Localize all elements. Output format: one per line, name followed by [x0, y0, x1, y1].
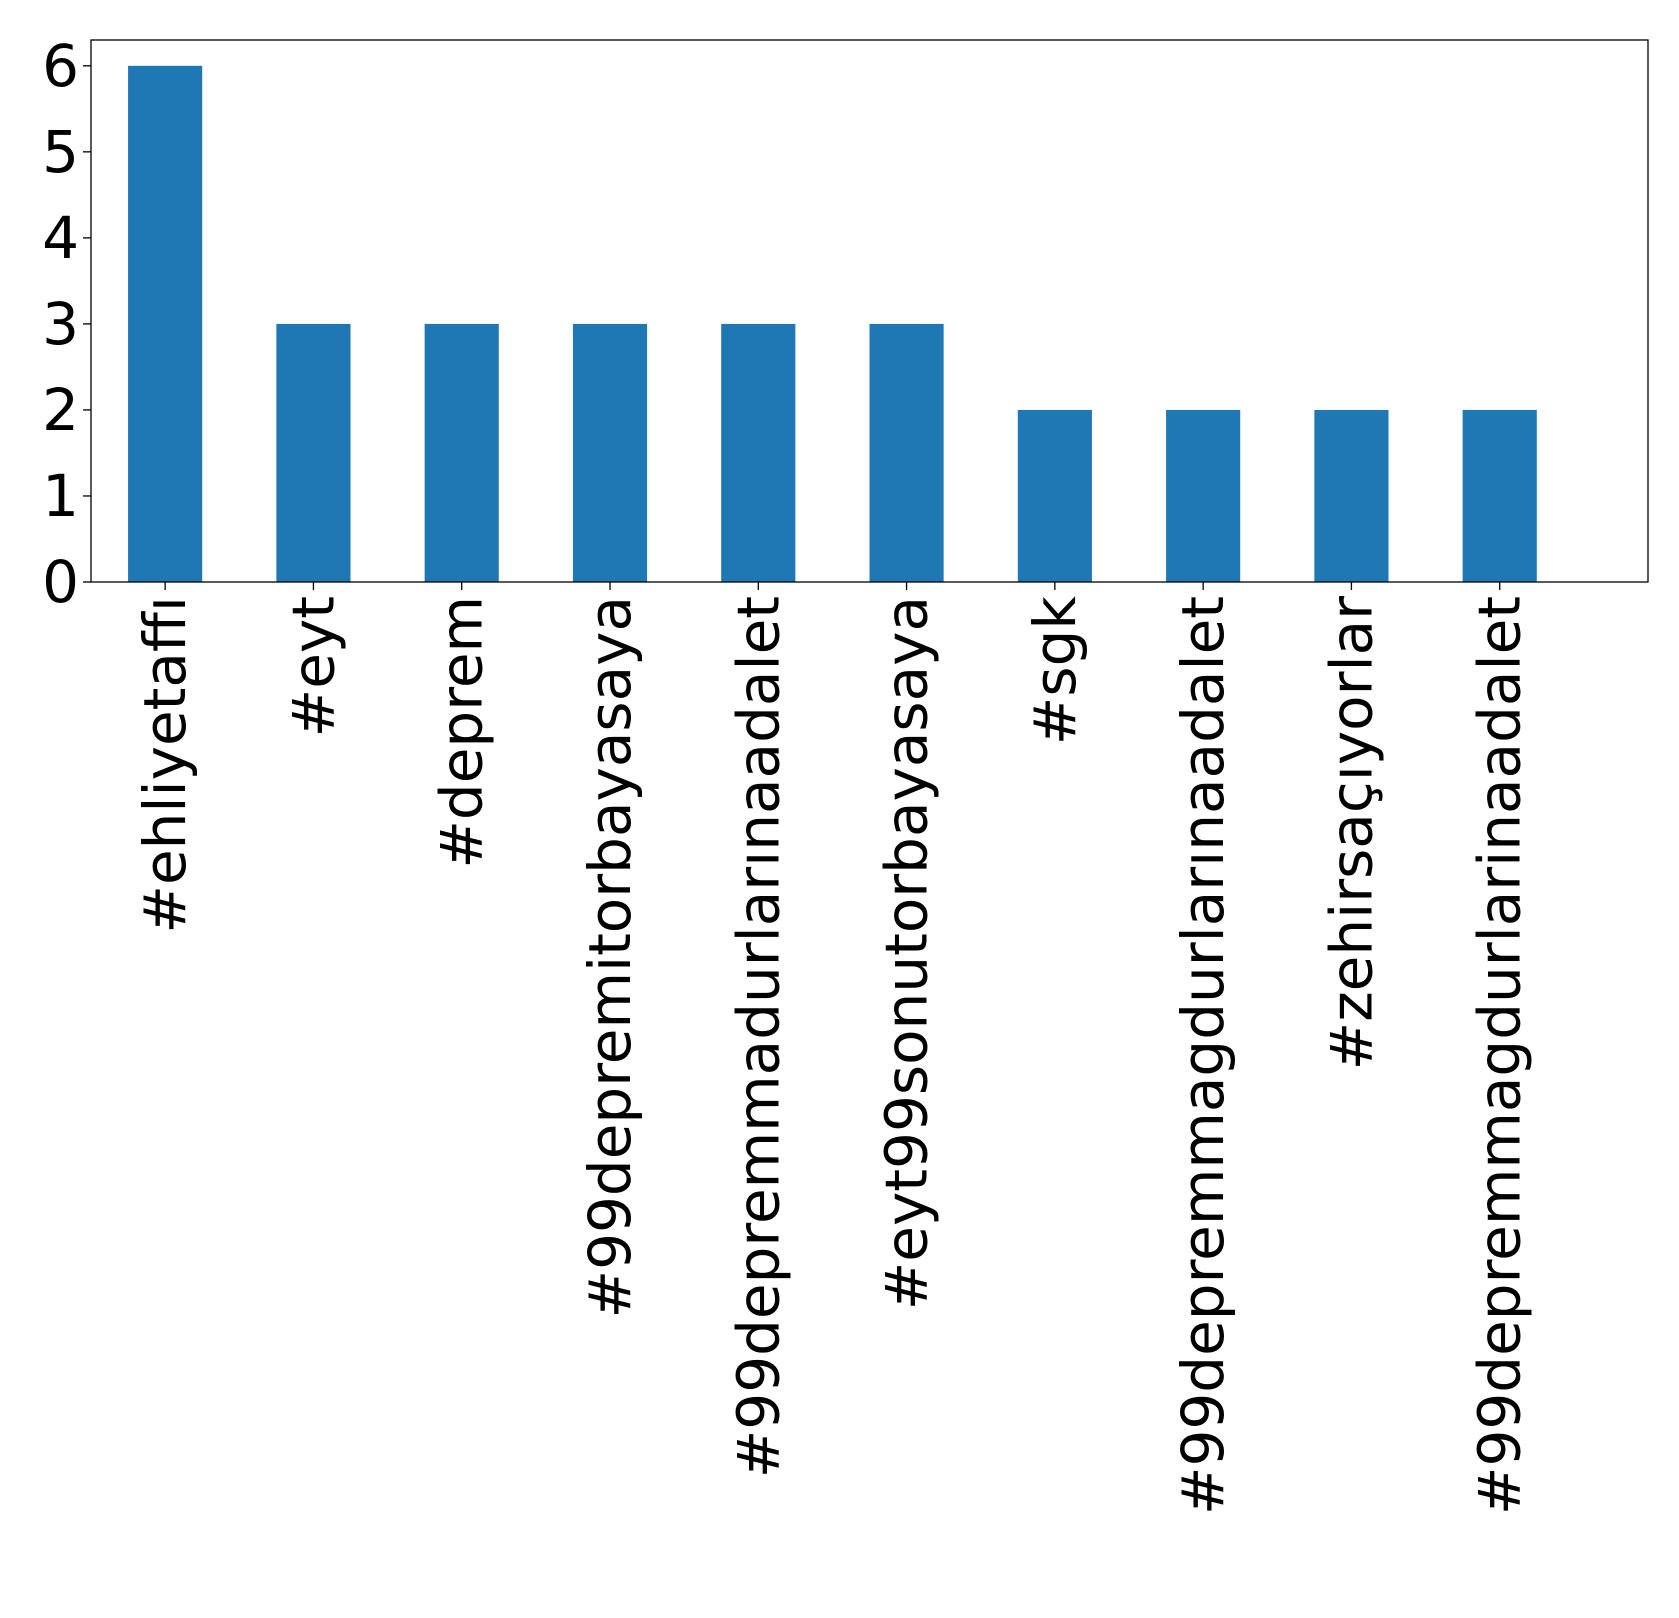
x-tick-label-5: #eyt99sonutorbayasaya	[873, 596, 941, 1310]
bar-9	[1462, 409, 1537, 582]
x-tick-label-6: #sgk	[1021, 596, 1089, 746]
x-axis: #ehliyetaffı #eyt #deprem #99depremitorbaya…	[131, 582, 1534, 1515]
y-axis: 0 1 2 3 4 5 6	[42, 32, 91, 616]
x-tick-label-3: #99depremitorbayasaya	[576, 596, 644, 1319]
x-tick-label-2: #deprem	[428, 596, 496, 869]
x-tick-label-4: #99depremmadurlarınaadalet	[724, 596, 792, 1478]
bar-1	[276, 323, 351, 582]
y-tick-label-3: 3	[42, 290, 79, 358]
x-tick-label-8: #zehirsaçıyorlar	[1317, 596, 1385, 1071]
bar-0	[128, 65, 203, 583]
bar-7	[1166, 409, 1241, 582]
bars-group	[128, 65, 1537, 583]
x-tick-label-0: #ehliyetaffı	[131, 596, 199, 934]
x-tick-label-1: #eyt	[279, 596, 347, 737]
bar-8	[1314, 409, 1389, 582]
bar-2	[424, 323, 499, 582]
plot-frame	[90, 39, 1649, 583]
bar-4	[721, 323, 796, 582]
y-tick-label-0: 0	[42, 548, 79, 616]
y-tick-label-2: 2	[42, 376, 79, 444]
bar-6	[1017, 409, 1092, 582]
y-tick-label-4: 4	[42, 204, 79, 272]
y-tick-label-6: 6	[42, 32, 79, 100]
y-tick-label-5: 5	[42, 118, 79, 186]
x-tick-label-7: #99depremmagdurlarınaadalet	[1169, 596, 1237, 1515]
x-tick-label-9: #99depremmagdurlarinaadalet	[1466, 596, 1534, 1515]
bar-5	[869, 323, 944, 582]
bar-3	[572, 323, 648, 582]
y-tick-label-1: 1	[42, 462, 79, 530]
